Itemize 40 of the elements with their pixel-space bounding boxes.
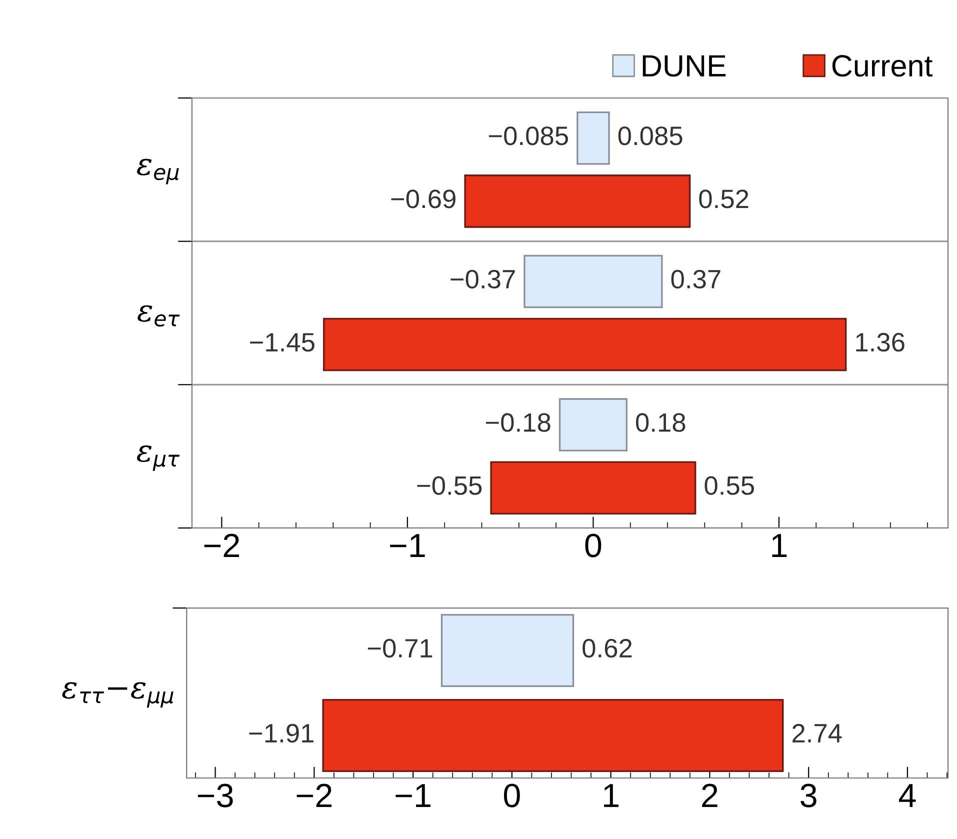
x-tick-label: −1 — [390, 534, 425, 557]
x-tick-label: 0 — [504, 784, 520, 808]
annotation: 0.18 — [636, 413, 686, 432]
y-tick-label: ε$_{ττ}$−ε$_{μμ}$ — [62, 682, 174, 708]
y-tick-label: ε$_{eμ}$ — [137, 158, 179, 184]
annotation: −1.45 — [250, 333, 314, 352]
x-tick-label: 0 — [585, 534, 602, 558]
annotation: −0.55 — [417, 476, 482, 495]
x-tick-label: −2 — [204, 534, 240, 557]
bar — [323, 318, 847, 372]
x-tick-label: 1 — [604, 784, 618, 808]
annotation: 0.62 — [582, 638, 632, 658]
x-tick-label: −1 — [396, 784, 430, 808]
x-tick-label: 1 — [772, 534, 787, 557]
x-tick-label: 4 — [898, 784, 916, 808]
y-tick-label: ε$_{μτ}$ — [137, 445, 180, 471]
annotation: −1.91 — [249, 724, 314, 743]
annotation: −0.69 — [391, 190, 456, 208]
annotation: −0.18 — [486, 413, 550, 432]
bar — [490, 461, 696, 514]
x-tick-label: −2 — [296, 784, 332, 808]
legend-label: Current — [832, 55, 933, 77]
annotation: 2.74 — [792, 724, 842, 742]
bar — [464, 174, 691, 228]
annotation: 0.55 — [704, 476, 754, 495]
annotation: 0.37 — [671, 270, 720, 289]
annotation: −0.37 — [450, 270, 515, 289]
annotation: 1.36 — [856, 332, 904, 352]
x-tick-label: −3 — [198, 784, 233, 808]
bar — [524, 254, 663, 308]
bar — [576, 111, 610, 165]
y-tick-label: ε$_{eτ}$ — [138, 305, 180, 327]
annotation: 0.52 — [699, 190, 748, 208]
x-tick-label: 3 — [800, 784, 816, 808]
annotation: −0.085 — [488, 126, 568, 146]
bar — [558, 398, 628, 452]
legend-label: DUNE — [642, 55, 726, 77]
x-tick-label: 2 — [702, 784, 718, 808]
annotation: −0.71 — [368, 638, 432, 658]
annotation: 0.085 — [618, 126, 682, 146]
